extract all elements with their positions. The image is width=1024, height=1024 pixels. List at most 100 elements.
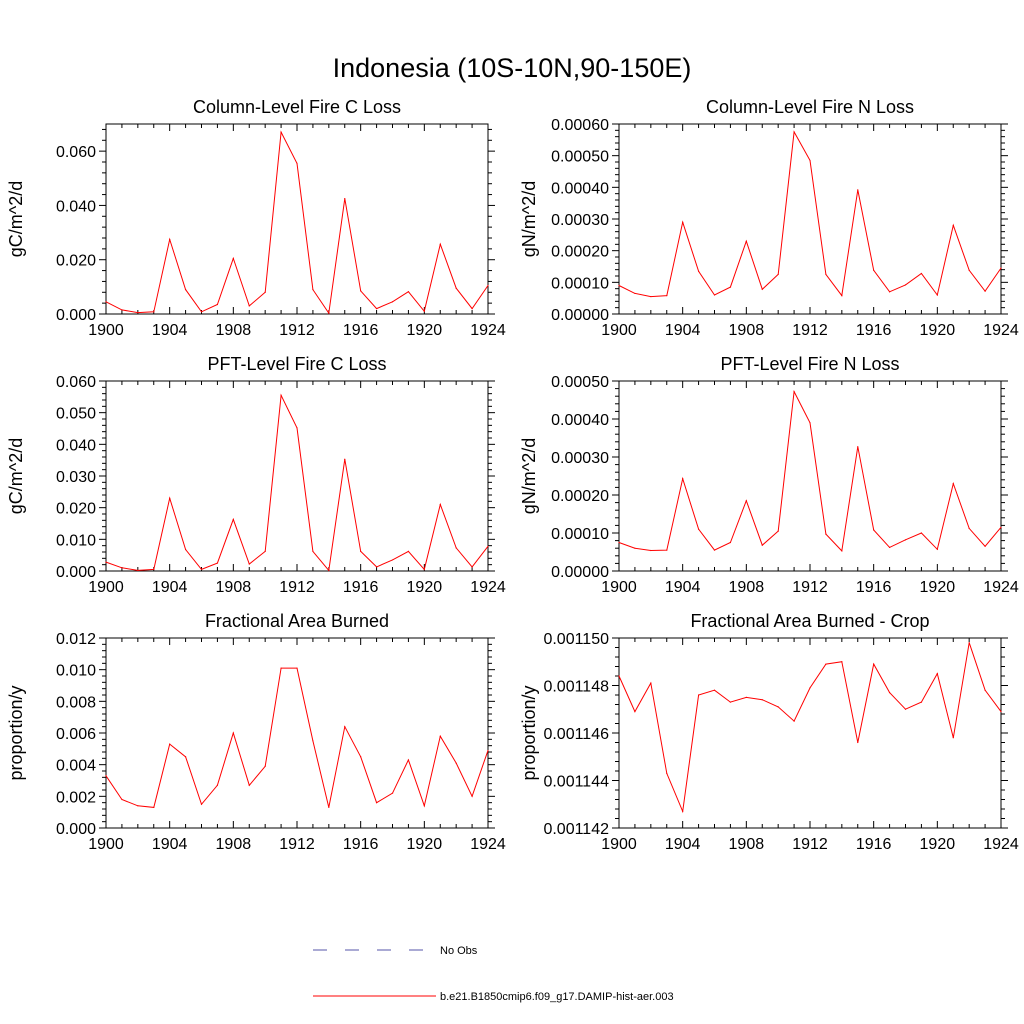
data-point <box>697 694 700 696</box>
data-point <box>296 162 298 164</box>
x-tick-label: 1912 <box>279 322 315 339</box>
data-point <box>200 803 203 805</box>
data-point <box>729 701 732 703</box>
x-tick-label: 1920 <box>920 322 956 339</box>
data-point <box>825 273 827 276</box>
y-tick-label: 0.001150 <box>543 631 609 648</box>
data-point <box>745 240 747 242</box>
x-tick-label: 1916 <box>856 836 892 853</box>
data-point <box>423 568 425 571</box>
data-point <box>745 696 747 698</box>
data-point <box>344 198 346 200</box>
y-tick-label: 0.000 <box>56 564 96 581</box>
data-point <box>666 772 668 774</box>
y-axis-label: gC/m^2/d <box>6 438 26 514</box>
data-point <box>153 568 155 571</box>
data-point <box>873 663 875 665</box>
x-tick-label: 1924 <box>470 836 506 853</box>
data-point <box>809 422 811 424</box>
y-tick-label: 0.040 <box>56 437 96 454</box>
x-tick-label: 1904 <box>665 836 701 853</box>
y-tick-label: 0.00030 <box>551 450 609 467</box>
data-point <box>391 559 394 561</box>
data-point <box>471 566 473 568</box>
y-tick-label: 0.002 <box>56 789 96 806</box>
data-point <box>184 756 187 758</box>
x-tick-label: 1916 <box>343 322 379 339</box>
x-tick-label: 1920 <box>407 836 443 853</box>
data-point <box>407 550 410 552</box>
data-point <box>232 257 234 259</box>
x-tick-label: 1904 <box>665 579 701 596</box>
data-point <box>777 530 779 532</box>
data-point <box>634 547 636 549</box>
data-point <box>1000 267 1002 269</box>
y-tick-label: 0.012 <box>56 631 96 648</box>
plot-frame <box>618 380 1002 572</box>
data-point <box>200 568 203 571</box>
data-point <box>825 663 827 665</box>
data-point <box>904 284 907 286</box>
x-tick-label: 1920 <box>920 836 956 853</box>
data-point <box>248 305 250 307</box>
data-point <box>697 528 700 530</box>
y-tick-label: 0.00040 <box>551 412 609 429</box>
series-line <box>618 130 1002 298</box>
y-tick-label: 0.000 <box>56 307 96 324</box>
x-tick-label: 1908 <box>729 322 765 339</box>
data-point <box>216 303 219 306</box>
x-tick-label: 1920 <box>920 579 956 596</box>
data-point <box>920 272 923 275</box>
subplot-title: Fractional Area Burned <box>205 611 389 631</box>
figure-title: Indonesia (10S-10N,90-150E) <box>333 53 692 83</box>
data-point <box>761 699 763 701</box>
data-point <box>650 682 652 684</box>
data-point <box>455 287 457 289</box>
y-tick-label: 0.00050 <box>551 374 609 391</box>
y-tick-label: 0.001144 <box>543 774 609 791</box>
legend-label-no-obs: No Obs <box>440 945 478 957</box>
x-tick-label: 1916 <box>856 579 892 596</box>
data-point <box>407 759 410 761</box>
data-point <box>471 307 473 310</box>
data-point <box>105 301 107 303</box>
data-point <box>618 541 620 544</box>
x-tick-label: 1900 <box>88 322 124 339</box>
data-point <box>682 810 684 812</box>
data-point <box>888 291 891 293</box>
data-point <box>634 292 636 295</box>
plot-frame <box>618 123 1002 315</box>
data-point <box>793 391 795 393</box>
data-point <box>904 539 907 541</box>
y-tick-label: 0.00020 <box>551 488 609 505</box>
series-line <box>105 667 489 808</box>
data-point <box>487 284 489 287</box>
data-point <box>312 740 314 742</box>
data-point <box>280 667 282 669</box>
data-point <box>312 288 314 291</box>
data-point <box>423 310 425 312</box>
panels: 1900 1904 1908 1912 1916 1920 1924 0.000 0.020 0.… <box>6 97 1019 853</box>
data-point <box>984 290 986 292</box>
x-tick-label: 1924 <box>470 322 506 339</box>
y-tick-label: 0.00060 <box>551 117 609 134</box>
data-point <box>391 301 394 303</box>
y-tick-label: 0.050 <box>56 406 96 423</box>
data-point <box>169 743 171 745</box>
data-point <box>121 309 123 311</box>
x-tick-label: 1924 <box>983 579 1019 596</box>
data-point <box>264 550 266 552</box>
data-point <box>439 735 441 737</box>
data-point <box>857 189 859 191</box>
y-tick-label: 0.010 <box>56 532 96 549</box>
data-point <box>375 566 378 568</box>
data-point <box>936 294 938 296</box>
x-tick-label: 1900 <box>88 836 124 853</box>
data-point <box>153 806 155 809</box>
x-tick-label: 1920 <box>407 322 443 339</box>
series-line <box>105 130 489 315</box>
series-line <box>618 642 1002 814</box>
data-point <box>761 544 763 546</box>
data-point <box>793 131 795 133</box>
